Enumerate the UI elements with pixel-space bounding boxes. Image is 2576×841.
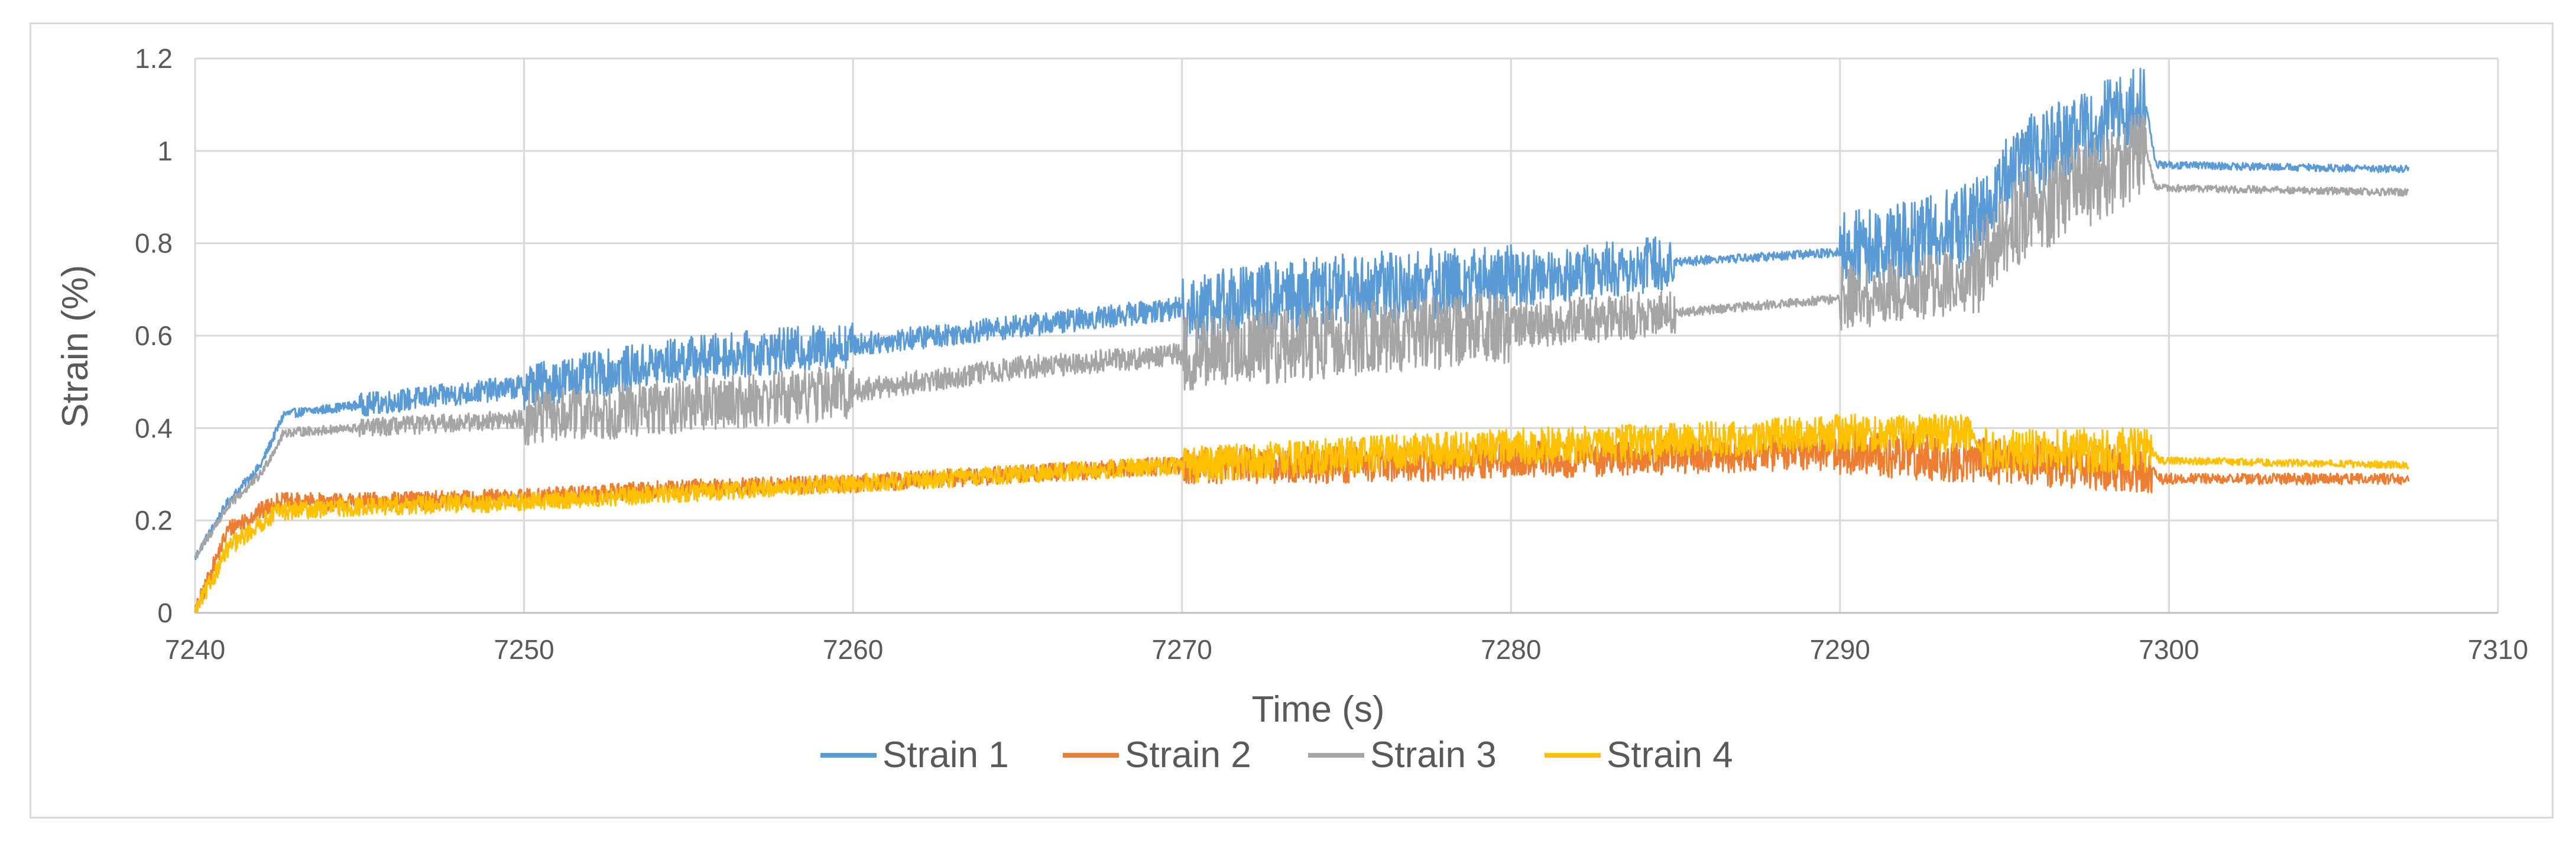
- x-tick-label: 7260: [823, 634, 883, 665]
- legend-label-4: Strain 4: [1607, 735, 1733, 775]
- strain-line-chart: 0 0.2 0.4 0.6 0.8 1 1.2 7240 7250 7260 7270 7280 729…: [55, 43, 2528, 775]
- x-tick-label: 7280: [1481, 634, 1541, 665]
- x-tick-label: 7300: [2139, 634, 2199, 665]
- x-tick-label: 7250: [494, 634, 554, 665]
- series-lines: [194, 67, 2410, 614]
- axes: 0 0.2 0.4 0.6 0.8 1 1.2 7240 7250 7260 7270 7280 729…: [135, 43, 2528, 665]
- gridlines: [194, 57, 2499, 613]
- chart-frame: 0 0.2 0.4 0.6 0.8 1 1.2 7240 7250 7260 7270 7280 729…: [30, 22, 2554, 819]
- x-tick-label: 7240: [165, 634, 225, 665]
- x-tick-label: 7310: [2468, 634, 2528, 665]
- y-tick-label: 1: [157, 135, 173, 166]
- series-line-strain-1: [194, 67, 2410, 560]
- series-line-strain-3: [194, 113, 2409, 559]
- x-tick-label: 7290: [1810, 634, 1870, 665]
- y-tick-label: 0: [157, 598, 173, 628]
- y-axis-title: Strain (%): [55, 265, 96, 428]
- legend-label-2: Strain 2: [1125, 735, 1251, 775]
- x-tick-label: 7270: [1152, 634, 1212, 665]
- legend-label-1: Strain 1: [883, 735, 1009, 775]
- legend-label-3: Strain 3: [1370, 735, 1497, 775]
- y-tick-label: 0.4: [135, 413, 173, 443]
- y-tick-label: 1.2: [135, 43, 173, 74]
- legend: Strain 1 Strain 2 Strain 3 Strain 4: [820, 735, 1733, 775]
- x-axis-title: Time (s): [1252, 689, 1385, 730]
- series-line-strain-4: [194, 413, 2410, 614]
- y-tick-label: 0.8: [135, 228, 173, 259]
- y-tick-label: 0.6: [135, 320, 173, 351]
- y-tick-label: 0.2: [135, 505, 173, 536]
